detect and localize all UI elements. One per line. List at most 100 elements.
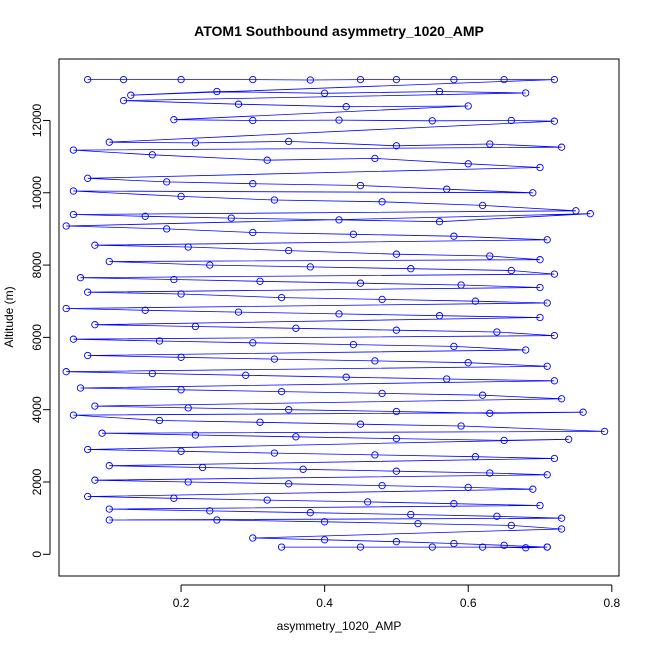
data-point [543, 299, 551, 307]
data-point [450, 342, 458, 351]
data-point [407, 265, 415, 273]
data-point [256, 418, 264, 426]
data-point [155, 337, 164, 345]
data-point [450, 500, 458, 508]
data-point [550, 454, 559, 463]
data-point [536, 256, 544, 264]
data-layer [62, 75, 609, 552]
data-point [105, 462, 113, 470]
data-point [91, 476, 99, 484]
data-point [84, 492, 92, 501]
data-point [198, 463, 207, 472]
data-point [105, 505, 113, 513]
plot-area-frame [58, 58, 620, 577]
data-point [378, 481, 386, 490]
data-point [550, 117, 559, 125]
data-point [342, 103, 350, 111]
data-point [435, 87, 444, 96]
data-point [177, 386, 185, 394]
data-point [270, 196, 279, 204]
x-tick-label: 0.2 [173, 596, 190, 610]
data-point [550, 331, 559, 340]
data-point [234, 308, 243, 316]
data-point [105, 257, 113, 266]
chart-title: ATOM1 Southbound asymmetry_1020_AMP [194, 23, 484, 39]
data-point [84, 445, 92, 454]
y-axis: 0 2000 4000 6000 8000 10000 12000 [30, 103, 51, 558]
data-point [550, 75, 559, 84]
data-point [443, 185, 451, 193]
data-point [285, 137, 293, 146]
data-point [478, 543, 487, 551]
data-point [277, 543, 286, 551]
data-point [141, 306, 149, 314]
data-point [62, 222, 70, 230]
data-point [177, 290, 185, 298]
data-point [263, 496, 271, 504]
data-point [486, 409, 494, 417]
data-point [277, 293, 286, 302]
data-point [378, 389, 386, 398]
data-point [206, 261, 214, 269]
data-point [306, 509, 314, 517]
data-point [579, 408, 587, 416]
data-point [249, 534, 257, 542]
data-point [565, 435, 573, 443]
y-tick-label: 12000 [30, 103, 44, 137]
data-point [84, 288, 92, 296]
data-point [486, 469, 494, 477]
y-tick-label: 4000 [30, 396, 44, 423]
data-point [486, 252, 494, 260]
data-point [543, 471, 551, 479]
data-point [392, 75, 401, 84]
data-point [478, 201, 487, 210]
data-point [320, 518, 329, 526]
data-point [428, 117, 436, 125]
data-point [213, 87, 221, 96]
data-point [507, 266, 515, 275]
data-point [500, 541, 508, 549]
data-point [364, 498, 372, 506]
data-point [371, 357, 379, 365]
data-point [320, 89, 329, 97]
data-point [249, 180, 257, 188]
data-point [342, 373, 350, 381]
data-point [249, 339, 257, 347]
series-line [66, 79, 605, 549]
data-point [170, 275, 178, 284]
data-point [177, 353, 185, 361]
data-point [478, 391, 487, 399]
data-point [522, 346, 530, 354]
data-point [435, 312, 444, 320]
data-point [407, 510, 415, 519]
data-point [507, 521, 515, 530]
data-point [76, 274, 85, 282]
x-tick-label: 0.8 [603, 596, 620, 610]
data-point [392, 434, 401, 443]
data-point [378, 198, 386, 206]
data-point [349, 340, 358, 349]
data-point [493, 512, 501, 520]
data-point [550, 270, 559, 278]
data-point [557, 395, 566, 403]
data-point [507, 116, 515, 125]
data-point [155, 416, 164, 425]
data-point [392, 467, 401, 475]
data-point [277, 387, 286, 396]
data-point [191, 431, 200, 439]
data-point [256, 277, 264, 285]
data-point [177, 447, 185, 455]
data-point [299, 465, 307, 473]
data-point [91, 241, 99, 249]
data-point [335, 216, 343, 224]
data-point [378, 295, 386, 304]
data-point [84, 351, 92, 360]
data-point [572, 207, 580, 215]
data-point [428, 543, 436, 551]
data-point [177, 75, 185, 84]
data-point [69, 335, 78, 343]
data-point [356, 279, 365, 287]
data-point [249, 228, 257, 237]
data-point [91, 402, 99, 410]
